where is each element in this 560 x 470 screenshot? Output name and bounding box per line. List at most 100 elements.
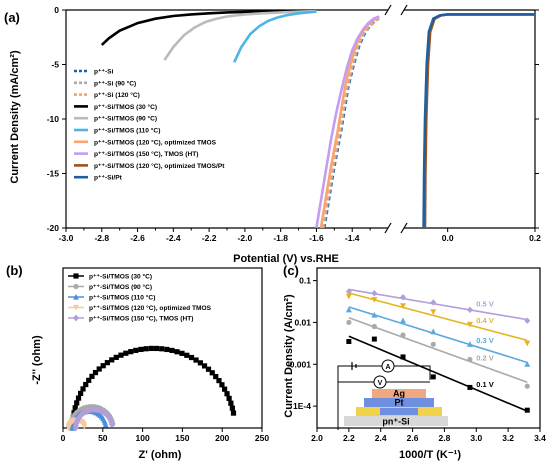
b-point bbox=[109, 357, 115, 363]
c-point bbox=[371, 297, 378, 303]
inset-pt-electrode bbox=[380, 408, 418, 415]
b-point bbox=[78, 390, 84, 397]
b-point bbox=[80, 386, 86, 392]
a-legend-label: p⁺⁺-Si/TMOS (110 °C) bbox=[94, 127, 160, 135]
c-voltage-label: 0.3 V bbox=[476, 336, 494, 345]
c-series-0-2-v: 0.2 V bbox=[346, 316, 530, 389]
c-voltage-label: 0.4 V bbox=[476, 316, 494, 325]
c-point bbox=[466, 341, 473, 347]
b-point bbox=[81, 423, 88, 430]
c-voltage-label: 0.1 V bbox=[476, 380, 494, 389]
panel-a-label: (a) bbox=[4, 10, 20, 25]
c-series-0-5-v: 0.5 V bbox=[345, 288, 531, 324]
b-xtick-label: 100 bbox=[136, 433, 150, 443]
c-point bbox=[346, 319, 352, 326]
panel-b-ylabel: -Z'' (ohm) bbox=[31, 335, 43, 385]
c-point bbox=[430, 309, 437, 315]
b-point bbox=[76, 413, 83, 420]
c-point bbox=[524, 340, 531, 347]
c-point bbox=[400, 303, 407, 309]
a-ytick-label: 0 bbox=[54, 5, 59, 15]
c-xtick-label: 2.0 bbox=[311, 433, 323, 443]
a-xtick-label: -2.8 bbox=[94, 233, 109, 243]
a-series-2 bbox=[321, 17, 379, 228]
panel-c: (c) 2.0 2.2 2.4 2.6 2.8 3.0 3.2 3.4 1E-4 0.001 0.0… bbox=[283, 263, 546, 461]
panel-a-ylabel: Current Density (mA/cm²) bbox=[9, 50, 21, 184]
b-point bbox=[75, 395, 82, 401]
b-xtick-label: 50 bbox=[98, 433, 108, 443]
panel-c-xlabel: 1000/T (K⁻¹) bbox=[399, 449, 461, 461]
a-xtick-label: -1.6 bbox=[309, 233, 324, 243]
c-point bbox=[371, 336, 377, 342]
inset-layer-ag bbox=[372, 389, 426, 398]
panel-c-series: 0.5 V 0.4 V 0.3 V 0.2 V 0.1 V bbox=[345, 288, 531, 413]
panel-c-label: (c) bbox=[283, 263, 299, 278]
c-point bbox=[524, 407, 530, 413]
panel-c-ylabel: Current Density (A/cm²) bbox=[283, 294, 295, 418]
b-point bbox=[148, 345, 154, 352]
c-voltage-label: 0.2 V bbox=[476, 354, 494, 363]
c-ytick-label: 0.01 bbox=[294, 317, 311, 327]
b-point bbox=[197, 360, 203, 366]
c-xtick-label: 2.8 bbox=[439, 433, 451, 443]
c-frame-box bbox=[316, 267, 541, 429]
b-point bbox=[153, 345, 160, 352]
c-point bbox=[467, 356, 473, 363]
panel-b-series bbox=[65, 345, 237, 432]
b-point bbox=[169, 347, 175, 354]
b-legend-marker bbox=[73, 283, 79, 290]
b-point bbox=[219, 382, 225, 388]
b-frame-box bbox=[62, 267, 263, 429]
b-point bbox=[100, 409, 108, 417]
b-point bbox=[108, 421, 116, 428]
inset-ammeter-label: A bbox=[385, 364, 390, 371]
c-point bbox=[430, 341, 436, 347]
a-series-8 bbox=[423, 13, 535, 228]
b-point bbox=[184, 352, 190, 358]
a-ytick-label: -15 bbox=[47, 169, 60, 179]
b-xtick-label: 0 bbox=[61, 433, 66, 443]
b-point bbox=[205, 366, 212, 372]
inset-layer-pt bbox=[364, 398, 434, 407]
c-point bbox=[466, 306, 473, 314]
b-point bbox=[209, 370, 215, 376]
panel-a-axes: -3.0 -2.8 -2.6 -2.4 -2.2 -2.0 -1.8 -1.6 -1.4 0.0 0… bbox=[47, 5, 541, 243]
c-point bbox=[524, 317, 531, 324]
panel-c-axes: 2.0 2.2 2.4 2.6 2.8 3.0 3.2 3.4 1E-4 0.001 0.01 0.1 bbox=[290, 276, 546, 443]
b-point bbox=[118, 352, 124, 358]
b-point bbox=[133, 347, 139, 353]
a-series-4 bbox=[163, 10, 317, 61]
c-point bbox=[371, 289, 378, 297]
b-point bbox=[102, 410, 110, 418]
a-xtick-label: -3.0 bbox=[59, 233, 74, 243]
b-series-0 bbox=[69, 345, 237, 431]
b-point bbox=[72, 405, 78, 411]
c-point bbox=[345, 306, 352, 313]
panel-a: (a) -3.0 -2.8 -2.6 -2.4 -2.2 -2.0 -1.8 -1.6 -1.4… bbox=[4, 4, 541, 265]
b-point bbox=[224, 391, 230, 397]
a-xtick-label: -2.0 bbox=[238, 233, 253, 243]
b-legend-label: p⁺⁺-Si/TMOS (120 °C), optimized TMOS bbox=[89, 304, 212, 312]
b-legend-label: p⁺⁺-Si/TMOS (110 °C) bbox=[89, 294, 155, 302]
b-point bbox=[226, 395, 232, 401]
b-point bbox=[164, 346, 170, 353]
b-xtick-label: 200 bbox=[215, 433, 229, 443]
inset-ammeter-icon bbox=[381, 359, 395, 373]
a-ytick-label: -10 bbox=[47, 114, 60, 124]
c-point bbox=[371, 311, 378, 318]
c-point bbox=[371, 323, 377, 330]
b-point bbox=[102, 421, 109, 428]
a-legend-label: p⁺⁺-Si/TMOS (90 °C) bbox=[94, 115, 157, 123]
a-series-3 bbox=[100, 10, 317, 46]
b-point bbox=[113, 354, 119, 360]
c-xtick-label: 2.2 bbox=[343, 433, 355, 443]
a-legend-label: p⁺⁺-Si/TMOS (150 °C), TMOS (HT) bbox=[94, 150, 198, 158]
c-series-0-3-v: 0.3 V bbox=[345, 306, 531, 367]
a-xtick-label: -2.6 bbox=[130, 233, 145, 243]
c-point bbox=[430, 328, 437, 335]
c-point bbox=[400, 317, 407, 324]
a-break-mark bbox=[400, 222, 408, 234]
a-legend-label: p⁺⁺-Si (120 °C) bbox=[94, 91, 140, 99]
b-xtick-label: 250 bbox=[255, 433, 269, 443]
a-ytick-label: -20 bbox=[47, 223, 60, 233]
